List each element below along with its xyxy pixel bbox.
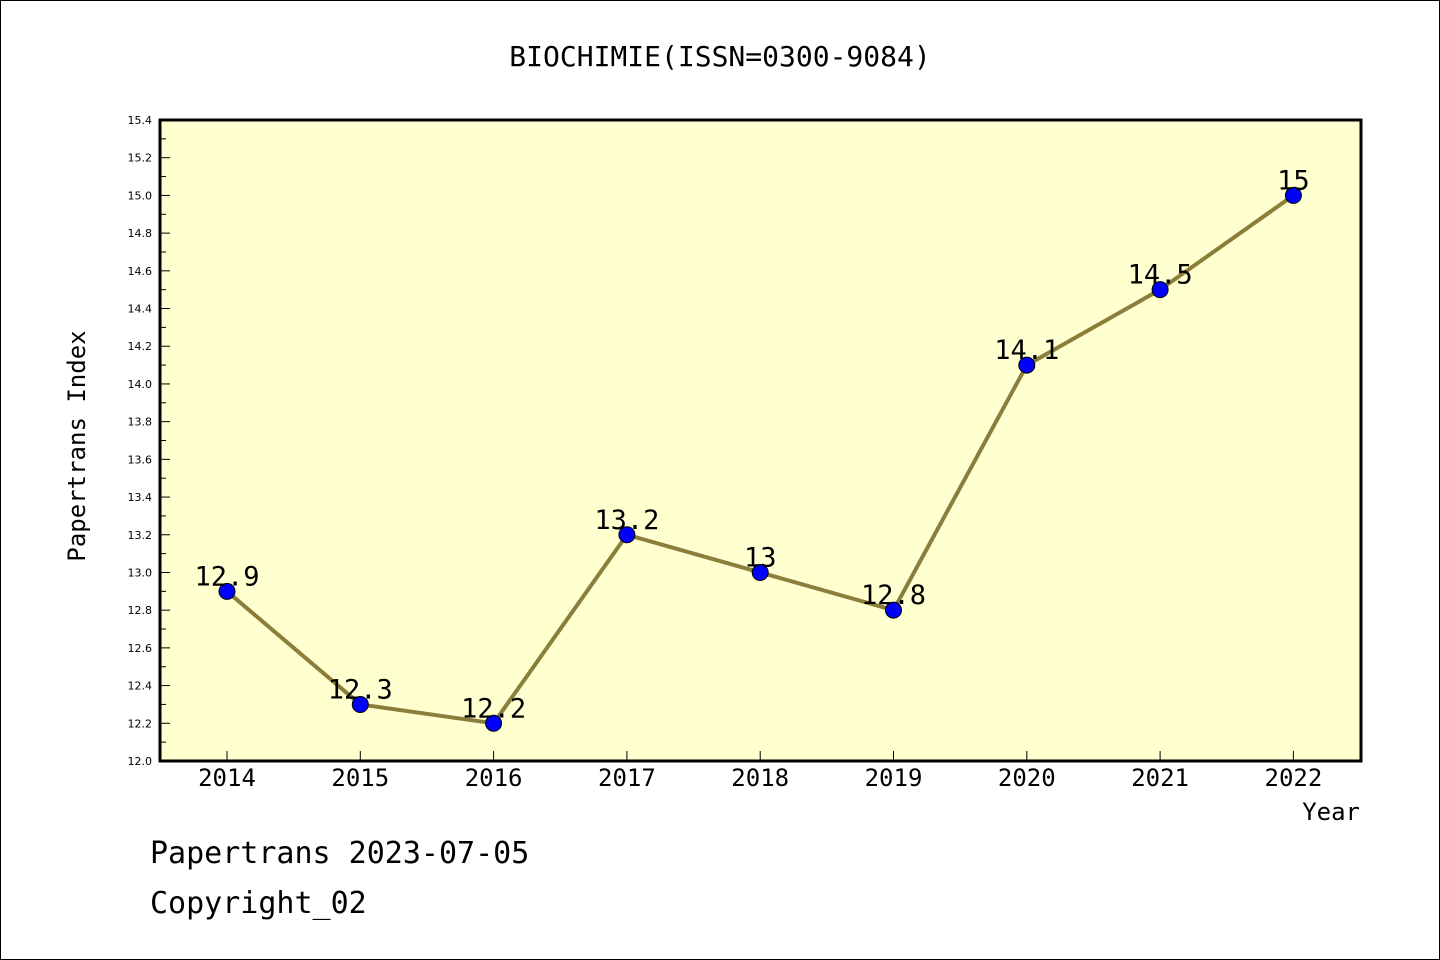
x-tick-label: 2015: [331, 764, 389, 792]
data-point: [1018, 356, 1036, 374]
y-tick-label: 13.2: [128, 529, 153, 542]
x-tick-label: 2020: [998, 764, 1056, 792]
y-tick-label: 15.4: [128, 114, 153, 127]
y-tick-label: 14.4: [128, 303, 153, 316]
x-tick-label: 2014: [198, 764, 256, 792]
y-axis-ticks: 12.0 12.2 12.4 12.6 12.8 13.0 13.2 13.4 13.6 13.8…: [128, 114, 170, 768]
y-tick-label: 15.0: [128, 189, 153, 202]
y-tick-label: 14.8: [128, 227, 153, 240]
y-axis-label: Papertrans Index: [63, 330, 91, 561]
y-tick-label: 12.8: [128, 604, 153, 617]
x-tick-label: 2021: [1131, 764, 1189, 792]
data-label: 13: [744, 542, 777, 573]
footer-date: Papertrans 2023-07-05: [150, 836, 529, 871]
chart-title: BIOCHIMIE(ISSN=0300-9084): [509, 40, 930, 73]
data-label: 12.9: [194, 561, 259, 592]
x-axis-label: Year: [1302, 798, 1360, 826]
data-label: 12.8: [861, 580, 926, 611]
data-point: [751, 563, 769, 581]
y-tick-label: 12.4: [128, 680, 153, 693]
x-axis-ticks: 2014 2015 2016 2017 2018 2019 2020 2021 2022: [198, 751, 1322, 792]
y-tick-label: 12.2: [128, 717, 153, 730]
x-tick-label: 2017: [598, 764, 656, 792]
plot-area: [158, 118, 1363, 763]
x-tick-label: 2022: [1265, 764, 1323, 792]
data-label: 14.5: [1128, 260, 1193, 291]
data-point: [885, 601, 902, 619]
y-tick-label: 12.0: [128, 755, 153, 768]
series-layer: 12.9 12.3 12.2 13.2 13 12.8 14.1 14.5 15: [194, 165, 1310, 732]
data-label: 13.2: [594, 505, 659, 536]
data-point: [351, 695, 369, 713]
data-label: 15: [1277, 165, 1310, 196]
data-label: 12.2: [461, 693, 526, 724]
x-tick-label: 2019: [865, 764, 923, 792]
y-tick-label: 13.0: [128, 566, 153, 579]
y-tick-label: 13.4: [128, 491, 153, 504]
data-point: [1284, 186, 1302, 204]
x-tick-label: 2018: [731, 764, 789, 792]
data-point: [1151, 281, 1169, 299]
data-label: 12.3: [328, 674, 393, 705]
data-label: 14.1: [994, 335, 1059, 366]
y-tick-label: 14.0: [128, 378, 153, 391]
y-tick-label: 13.8: [128, 416, 153, 429]
y-tick-label: 13.6: [128, 453, 153, 466]
data-point: [618, 526, 636, 544]
data-point: [218, 582, 236, 600]
footer-copyright: Copyright_02: [150, 886, 367, 921]
data-point: [485, 714, 503, 732]
y-tick-label: 15.2: [128, 152, 153, 165]
y-tick-label: 14.2: [128, 340, 153, 353]
x-tick-label: 2016: [465, 764, 523, 792]
y-tick-label: 14.6: [128, 265, 153, 278]
y-tick-label: 12.6: [128, 642, 153, 655]
